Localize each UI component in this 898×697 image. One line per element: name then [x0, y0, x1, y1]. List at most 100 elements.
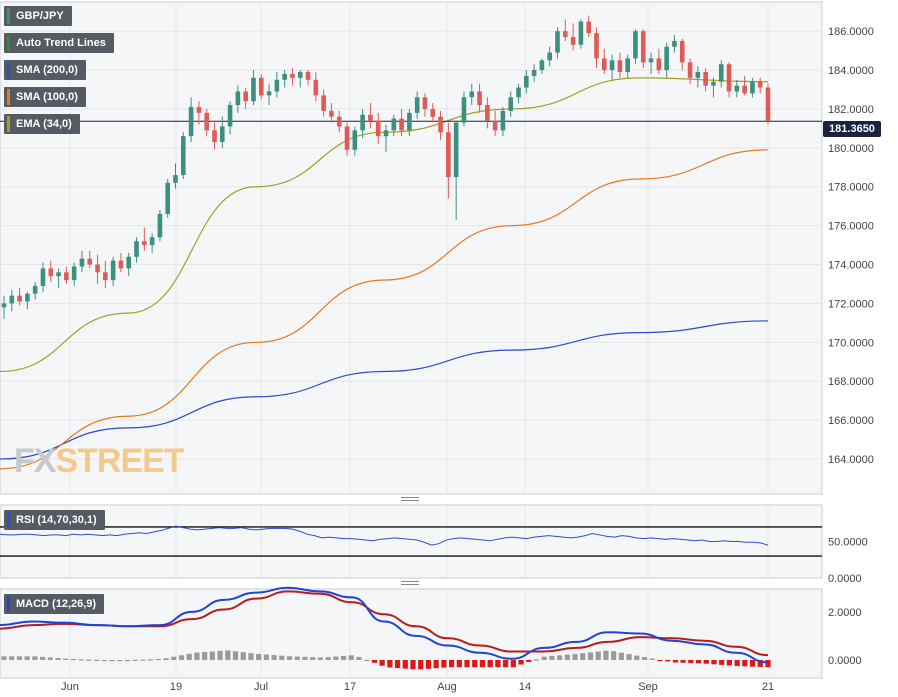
rsi-tick-label: 50.0000 — [828, 537, 868, 549]
macd-histogram-bar — [186, 653, 192, 660]
price-tick-label: 186.0000 — [828, 26, 874, 38]
macd-histogram-bar — [649, 658, 655, 660]
legend-sma100[interactable]: SMA (100,0) — [4, 87, 86, 107]
macd-histogram-bar — [256, 653, 262, 660]
macd-histogram-bar — [379, 659, 385, 666]
macd-histogram-bar — [487, 659, 493, 668]
macd-histogram-bar — [348, 655, 354, 660]
rsi-panel — [0, 525, 822, 557]
candle-body — [352, 130, 358, 150]
macd-histogram-bar — [394, 659, 401, 669]
time-tick-label: 19 — [170, 681, 182, 693]
macd-panel — [0, 586, 771, 670]
macd-histogram-bar — [464, 659, 470, 668]
candle-body — [71, 266, 77, 281]
macd-histogram-bar — [665, 659, 671, 662]
legend-rsi[interactable]: RSI (14,70,30,1) — [4, 510, 105, 530]
candle-body — [344, 126, 350, 150]
macd-histogram-bar — [503, 659, 509, 668]
macd-histogram-bar — [364, 659, 370, 662]
macd-histogram-bar — [340, 655, 347, 660]
candle-body — [204, 112, 209, 131]
candle-body — [703, 72, 708, 86]
macd-histogram-bar — [310, 657, 316, 660]
candle-body — [188, 107, 194, 137]
candle-body — [297, 72, 303, 78]
legend-rsi-label: RSI (14,70,30,1) — [16, 514, 97, 526]
macd-histogram-bar — [726, 659, 733, 666]
time-tick-label: Jul — [254, 681, 268, 693]
candle-body — [742, 85, 747, 94]
legend-sma100-label: SMA (100,0) — [16, 91, 78, 103]
macd-histogram-bar — [557, 655, 563, 660]
macd-histogram-bar — [564, 654, 570, 660]
rsi-panel-bg — [0, 504, 823, 579]
time-tick-label: Sep — [638, 681, 658, 693]
candle-body — [672, 40, 677, 47]
candle-body — [321, 95, 326, 111]
time-tick-label: 17 — [344, 681, 356, 693]
candle-body — [640, 31, 646, 63]
macd-histogram-bar — [86, 659, 92, 661]
macd-histogram-bar — [526, 659, 532, 662]
macd-histogram-bar — [63, 658, 69, 660]
candle-body — [765, 87, 771, 121]
macd-histogram-bar — [209, 651, 215, 660]
legend-trend-lines[interactable]: Auto Trend Lines — [4, 33, 114, 53]
macd-histogram-bar — [387, 659, 393, 668]
macd-histogram-bar — [680, 659, 686, 663]
macd-histogram-bar — [448, 659, 455, 668]
macd-histogram-bar — [109, 659, 115, 662]
candle-body — [570, 37, 576, 45]
macd-histogram-bar — [9, 656, 15, 660]
candle-body — [258, 77, 264, 96]
candle-body — [469, 91, 475, 98]
panel-resize-handle[interactable] — [401, 581, 419, 585]
macd-histogram-bar — [70, 658, 77, 661]
macd-histogram-bar — [333, 656, 339, 660]
candle-body — [656, 58, 662, 71]
macd-histogram-bar — [32, 656, 38, 660]
candle-body — [375, 120, 381, 137]
legend-symbol[interactable]: GBP/JPY — [4, 6, 72, 26]
candle-body — [430, 108, 436, 117]
macd-histogram-bar — [140, 659, 146, 661]
macd-histogram-bar — [302, 656, 308, 660]
candle-body — [422, 97, 428, 109]
candle-body — [625, 58, 630, 73]
candle-body — [227, 105, 233, 127]
macd-histogram-bar — [155, 658, 161, 661]
panel-resize-handles[interactable] — [401, 497, 419, 585]
candle-body — [563, 31, 568, 38]
time-tick-label: 14 — [519, 681, 531, 693]
candle-body — [539, 60, 545, 71]
macd-histogram-bar — [587, 652, 594, 660]
candle-body — [305, 72, 311, 80]
macd-histogram-bar — [171, 656, 177, 660]
candle-body — [687, 62, 693, 78]
legend-symbol-label: GBP/JPY — [16, 10, 64, 22]
candle-body — [578, 21, 584, 45]
macd-histogram-bar — [410, 659, 416, 670]
macd-histogram-bar — [78, 659, 84, 661]
candle-body — [336, 116, 342, 127]
macd-histogram-bar — [657, 659, 663, 662]
macd-histogram-bar — [479, 659, 486, 668]
macd-histogram-bar — [248, 653, 254, 660]
ema34-swatch — [7, 116, 10, 132]
legend-macd[interactable]: MACD (12,26,9) — [4, 594, 105, 614]
candle-body — [508, 97, 514, 111]
candle-body — [181, 136, 186, 176]
candle-body — [757, 81, 763, 88]
macd-histogram-bar — [618, 652, 624, 660]
legend-sma200[interactable]: SMA (200,0) — [4, 60, 86, 80]
candle-body — [414, 97, 420, 113]
macd-histogram-bar — [742, 659, 748, 667]
legend-ema34[interactable]: EMA (34,0) — [4, 114, 80, 134]
candle-body — [149, 237, 155, 246]
macd-histogram-bar — [711, 659, 717, 665]
macd-histogram-bar — [418, 659, 424, 670]
candle-body — [282, 73, 287, 80]
candle-body — [711, 81, 716, 86]
panel-resize-handle[interactable] — [401, 497, 419, 501]
